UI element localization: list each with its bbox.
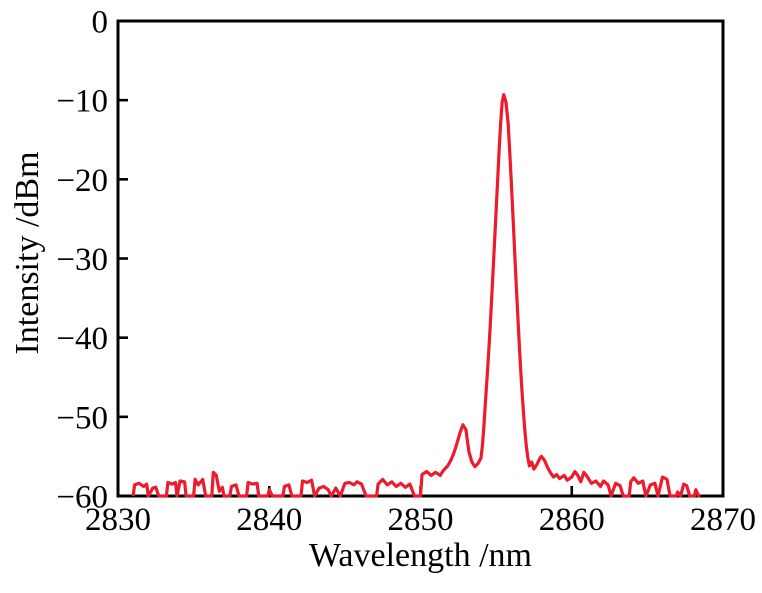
y-tick-label: −60 <box>56 480 108 516</box>
y-tick-label: −10 <box>56 84 108 120</box>
y-tick-label: −20 <box>56 163 108 199</box>
x-tick-label: 2850 <box>388 502 454 538</box>
x-axis-title: Wavelength /nm <box>309 537 532 574</box>
y-tick-label: −30 <box>56 242 108 278</box>
x-tick-label: 2840 <box>236 502 302 538</box>
x-tick-label: 2860 <box>539 502 605 538</box>
x-tick-label: 2830 <box>85 502 151 538</box>
y-tick-label: −40 <box>56 321 108 357</box>
y-tick-label: −50 <box>56 400 108 436</box>
y-tick-label: 0 <box>92 5 109 41</box>
spectrum-trace <box>131 93 701 498</box>
axis-frame <box>116 19 725 498</box>
x-tick-label: 2870 <box>690 502 756 538</box>
y-axis-title: Intensity /dBm <box>9 151 46 355</box>
